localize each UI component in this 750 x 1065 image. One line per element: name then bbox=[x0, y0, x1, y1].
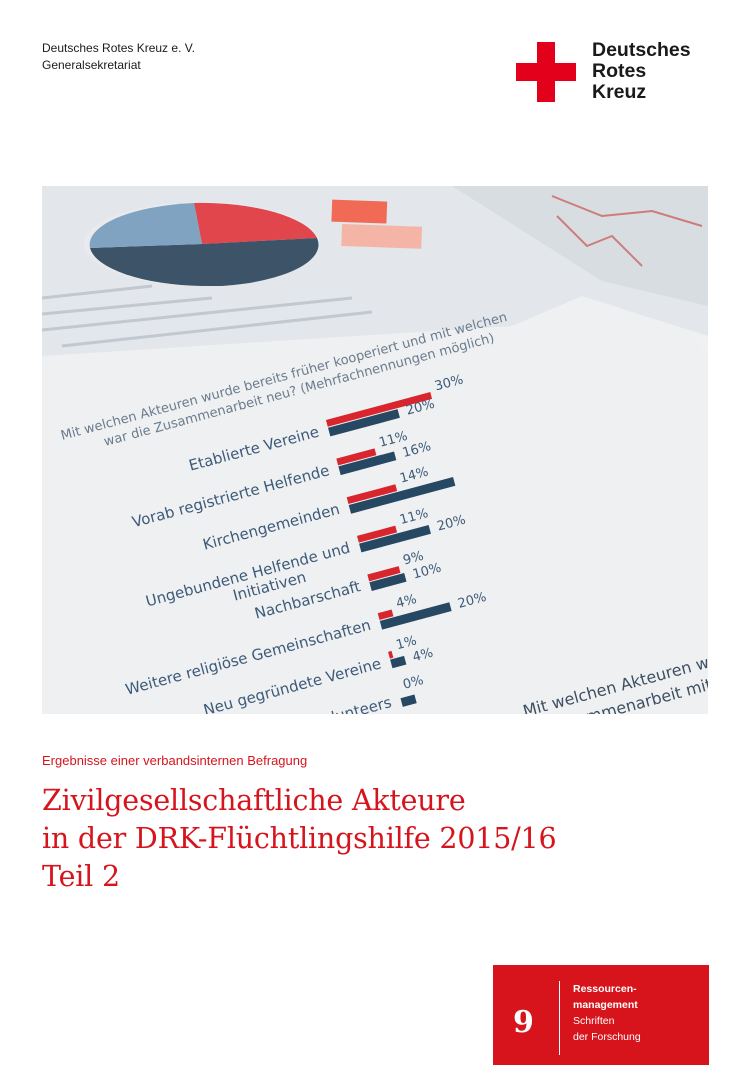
chart-bar-red bbox=[356, 525, 398, 543]
chart-bar-red bbox=[377, 609, 394, 620]
series-box: 9 Ressourcen- management Schriften der F… bbox=[493, 965, 709, 1065]
chart-bar-blue bbox=[359, 525, 431, 553]
chart-bar-blue bbox=[338, 451, 397, 476]
series-topic-2: management bbox=[573, 999, 638, 1011]
chart-value-label-blue: 4% bbox=[411, 646, 435, 666]
cover-photo: Mit welchen Akteuren wurde bereits frühe… bbox=[42, 186, 708, 714]
publisher-block: Deutsches Rotes Kreuz e. V. Generalsekre… bbox=[42, 40, 195, 74]
chart-bar-red bbox=[346, 484, 398, 505]
legend-swatch bbox=[331, 199, 388, 224]
chart-value-label-red: 4% bbox=[395, 592, 419, 612]
publisher-name: Deutsches Rotes Kreuz e. V. bbox=[42, 41, 195, 55]
chart-value-label-red: 11% bbox=[377, 429, 409, 451]
logo-word-2: Rotes bbox=[592, 60, 647, 82]
chart-value-label-blue: 20% bbox=[405, 397, 437, 419]
chart-value-label-blue: 10% bbox=[411, 561, 443, 583]
cover-title: Zivilgesellschaftliche Akteure in der DR… bbox=[42, 782, 557, 896]
cover-title-line-3: Teil 2 bbox=[42, 860, 120, 893]
chart-value-label-red: 1% bbox=[394, 633, 418, 653]
pie-slice-red bbox=[194, 202, 317, 244]
publisher-department: Generalsekretariat bbox=[42, 58, 141, 72]
chart-value-label-red: 14% bbox=[398, 465, 430, 487]
logo-word-1: Deutsches bbox=[592, 39, 691, 61]
series-divider bbox=[559, 981, 560, 1055]
chart-bar-blue bbox=[328, 409, 400, 437]
chart-bar-blue bbox=[348, 477, 456, 514]
chart-bar-blue bbox=[390, 655, 407, 669]
pie-slice-dark bbox=[90, 238, 319, 286]
red-cross-icon bbox=[516, 42, 576, 102]
chart-bar-blue bbox=[379, 602, 452, 630]
pie-chart bbox=[42, 195, 703, 348]
chart-value-label-red: 9% bbox=[402, 549, 426, 569]
chart-bar-red bbox=[367, 566, 401, 582]
background-line-chart bbox=[551, 195, 703, 267]
series-name-2: der Forschung bbox=[573, 1031, 641, 1043]
chart-bar-red bbox=[336, 448, 377, 466]
series-label: Ressourcen- management Schriften der For… bbox=[573, 981, 641, 1045]
logo-wordmark: Deutsches Rotes Kreuz bbox=[592, 40, 691, 103]
series-number: 9 bbox=[513, 1005, 534, 1040]
chart-value-label-blue: 20% bbox=[436, 513, 468, 535]
cover-title-line-2: in der DRK-Flüchtlingshilfe 2015/16 bbox=[42, 822, 557, 855]
cover-title-line-1: Zivilgesellschaftliche Akteure bbox=[42, 784, 466, 817]
chart-bar-blue bbox=[369, 572, 407, 591]
chart-bar-red bbox=[388, 650, 394, 659]
series-name-1: Schriften bbox=[573, 1015, 615, 1027]
drk-logo: Deutsches Rotes Kreuz bbox=[516, 40, 716, 106]
chart-value-label-blue: 20% bbox=[456, 590, 488, 612]
chart-bar-red bbox=[325, 392, 433, 427]
cover-photo-chart: Mit welchen Akteuren wurde bereits frühe… bbox=[42, 186, 708, 714]
pie-slice-light bbox=[89, 203, 202, 248]
chart-value-label-red: 0% bbox=[401, 673, 425, 693]
legend-swatch-light bbox=[341, 224, 423, 249]
chart-value-label-red: 11% bbox=[398, 506, 430, 528]
cover-subtitle: Ergebnisse einer verbandsinternen Befrag… bbox=[42, 753, 308, 768]
chart-bar-blue bbox=[400, 694, 417, 707]
series-topic-1: Ressourcen- bbox=[573, 983, 637, 995]
logo-word-3: Kreuz bbox=[592, 81, 647, 103]
chart-value-label-blue: 16% bbox=[401, 439, 433, 461]
chart-value-label-red: 30% bbox=[433, 372, 465, 394]
faded-text-lines bbox=[42, 284, 373, 348]
